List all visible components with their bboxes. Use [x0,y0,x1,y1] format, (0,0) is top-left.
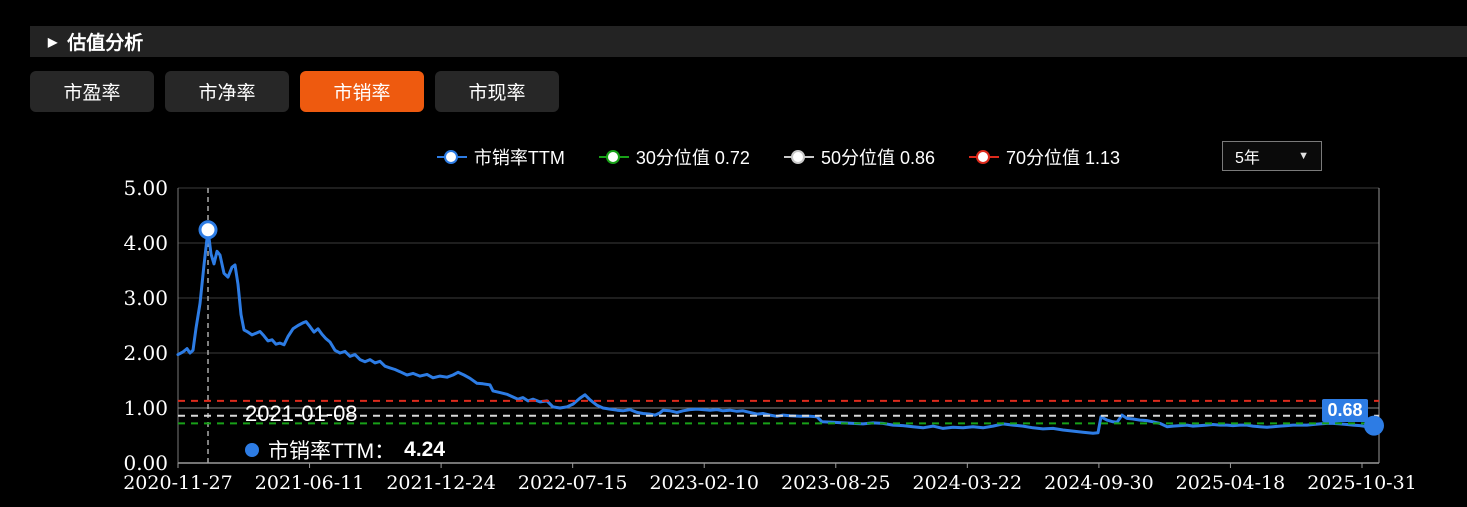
legend-item-p70[interactable]: 70分位值 1.13 [969,144,1120,170]
end-dot [1364,415,1384,436]
x-axis-label: 2023-08-25 [781,472,891,494]
x-axis-label: 2024-03-22 [913,472,1023,494]
peak-marker [198,220,218,240]
collapse-arrow-icon: ▶ [48,34,58,49]
line-marker-icon [969,150,1000,164]
legend-label: 市销率TTM [473,148,565,168]
y-axis-label: 5.00 [123,176,168,200]
x-axis-label: 2022-07-15 [518,472,628,494]
legend-label: 50分位值 0.86 [820,148,936,168]
x-axis-label: 2025-04-18 [1176,472,1286,494]
period-value: 5年 [1235,150,1260,167]
last-value-badge: 0.68 [1322,399,1368,422]
y-axis-label: 2.00 [123,341,168,365]
x-axis-label: 2020-11-27 [123,472,233,494]
x-axis-label: 2021-06-11 [255,472,365,494]
tab-ps-ratio[interactable]: 市销率 [300,71,424,112]
tab-pe-ratio[interactable]: 市盈率 [30,71,154,112]
y-axis-label: 1.00 [123,396,168,420]
tab-pb-ratio[interactable]: 市净率 [165,71,289,112]
series-line [176,228,1376,435]
tab-pcf-ratio[interactable]: 市现率 [435,71,559,112]
legend-item-p50[interactable]: 50分位值 0.86 [783,144,936,170]
section-title: 估值分析 [67,33,144,54]
legend-label: 30分位值 0.72 [635,148,750,168]
x-axis-label: 2025-10-31 [1307,472,1417,494]
metric-tabs: 市盈率 市净率 市销率 市现率 [30,71,559,112]
y-axis-label: 4.00 [123,231,168,255]
y-axis-label: 3.00 [123,286,168,310]
x-axis-label: 2024-09-30 [1044,472,1154,494]
line-marker-icon [783,150,814,164]
chevron-down-icon: ▼ [1298,150,1309,162]
legend-item-ps-ttm[interactable]: 市销率TTM [436,144,565,170]
legend-item-p30[interactable]: 30分位值 0.72 [598,144,750,170]
x-axis-label: 2023-02-10 [649,472,759,494]
section-header[interactable]: ▶ 估值分析 [30,26,1467,57]
y-axis-label: 0.00 [123,451,168,475]
chart-legend: 市销率TTM 30分位值 0.72 50分位值 0.86 70分位值 1.13 [178,143,1379,171]
legend-label: 70分位值 1.13 [1006,148,1121,168]
period-dropdown[interactable]: 5年 ▼ [1222,141,1322,171]
x-axis-label: 2021-12-24 [386,472,496,494]
line-marker-icon [598,150,629,164]
line-marker-icon [436,150,467,164]
